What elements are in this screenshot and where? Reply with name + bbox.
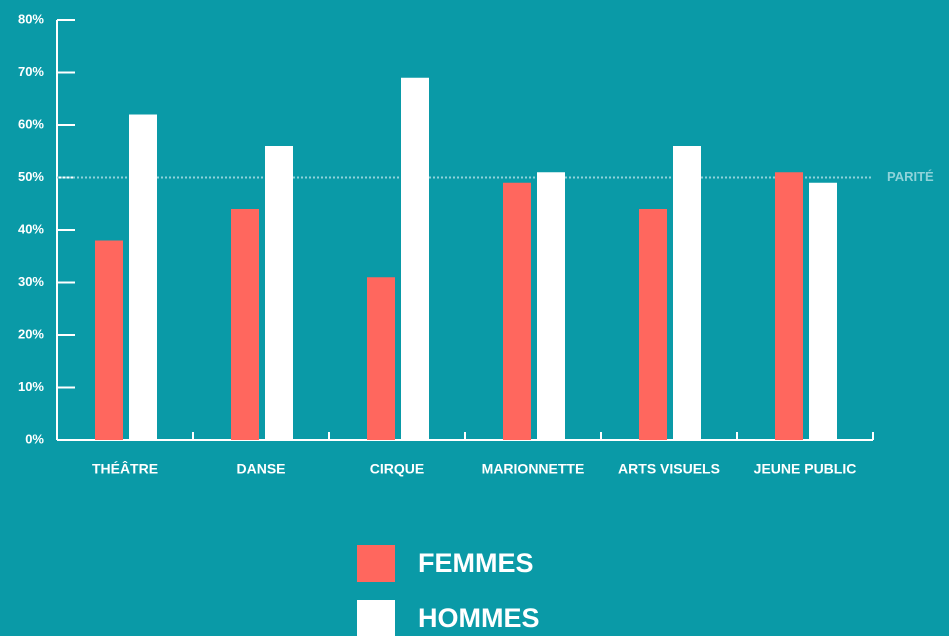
bar [95,240,123,440]
legend-swatch [357,600,395,636]
x-tick-label: DANSE [236,461,285,477]
y-tick-label: 40% [18,221,44,236]
bar [231,209,259,440]
bar [775,172,803,440]
bar [367,277,395,440]
x-tick-label: ARTS VISUELS [618,461,720,477]
bar [673,146,701,440]
x-tick-label: THÉÂTRE [92,460,158,477]
y-tick-label: 80% [18,11,44,26]
x-tick-label: JEUNE PUBLIC [754,461,857,477]
y-tick-label: 0% [25,431,44,446]
y-tick-label: 60% [18,116,44,131]
bar [537,172,565,440]
x-tick-label: MARIONNETTE [482,461,585,477]
reference-label: PARITÉ [887,169,934,184]
y-tick-label: 50% [18,169,44,184]
bar [129,114,157,440]
y-tick-label: 10% [18,379,44,394]
x-tick-label: CIRQUE [370,461,424,477]
bar [639,209,667,440]
bar [809,182,837,440]
y-tick-label: 20% [18,326,44,341]
legend-label: HOMMES [418,603,540,633]
bar [503,182,531,440]
legend-swatch [357,545,395,582]
y-tick-label: 30% [18,274,44,289]
legend-label: FEMMES [418,548,534,578]
y-tick-label: 70% [18,64,44,79]
bar [265,146,293,440]
bar [401,77,429,440]
